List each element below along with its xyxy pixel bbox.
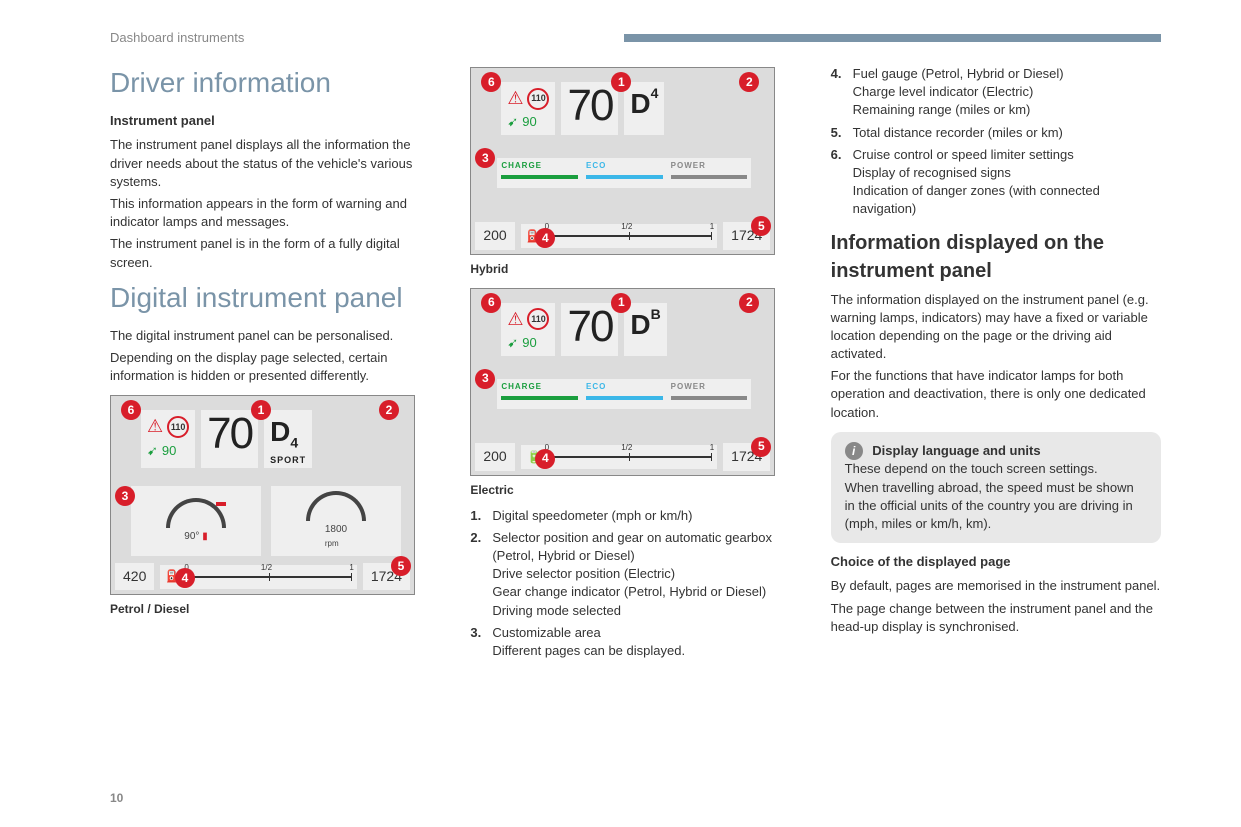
speed-sign-icon: 110 [527,308,549,330]
warning-box: ⚠110 ➹90 [501,82,555,135]
legend-item-4: Fuel gauge (Petrol, Hybrid or Diesel) Ch… [831,65,1161,120]
note-line: These depend on the touch screen setting… [845,461,1098,476]
para: The page change between the instrument p… [831,600,1161,636]
heading-driver-info: Driver information [110,63,440,102]
range-value: 200 [475,222,514,250]
power-bar: CHARGE ECO POWER [497,379,751,409]
column-1: Driver information Instrument panel The … [110,57,440,668]
warning-box: ⚠110 ➹90 [141,410,195,468]
bottom-row: 200🔋 0 1/2 11724 [475,443,770,471]
callout-2: 2 [379,400,399,420]
column-3: Fuel gauge (Petrol, Hybrid or Diesel) Ch… [831,57,1161,668]
page-number: 10 [110,791,123,805]
para: For the functions that have indicator la… [831,367,1161,422]
figure-petrol-diesel: 123456⚠110 ➹9070D4SPORT90° ▮ 1800rpm420⛽… [110,395,415,595]
callout-1: 1 [611,293,631,313]
speed-display: 70 [561,82,618,135]
warning-triangle-icon: ⚠ [507,86,523,111]
para: The digital instrument panel can be pers… [110,327,440,345]
speed-display: 70 [561,303,618,356]
legend-item-5: Total distance recorder (miles or km) [831,124,1161,142]
warning-triangle-icon: ⚠ [147,414,163,439]
page-header: Dashboard instruments [110,30,1161,45]
cruise-value: 90 [522,334,536,352]
note-title: Display language and units [872,443,1040,458]
info-note: i Display language and units These depen… [831,432,1161,543]
speed-sign-icon: 110 [167,416,189,438]
gear-display: D4 [624,82,664,135]
legend-4-6: Fuel gauge (Petrol, Hybrid or Diesel) Ch… [831,65,1161,219]
range-value: 420 [115,563,154,591]
figure-electric: 123456⚠110 ➹9070DBCHARGE ECO POWER200🔋 0… [470,288,775,476]
callout-2: 2 [739,72,759,92]
note-line: When travelling abroad, the speed must b… [845,480,1134,531]
bottom-row: 200⛽ 0 1/2 11724 [475,222,770,250]
power-bar: CHARGE ECO POWER [497,158,751,188]
legend-item-6: Cruise control or speed limiter settings… [831,146,1161,219]
speed-sign-icon: 110 [527,88,549,110]
cruise-value: 90 [162,442,176,460]
para: This information appears in the form of … [110,195,440,231]
callout-6: 6 [481,293,501,313]
heading-info-displayed: Information displayed on the instrument … [831,229,1161,285]
callout-3: 3 [475,369,495,389]
coolant-gauge: 90° ▮ [131,486,261,556]
legend-item-3: Customizable area Different pages can be… [470,624,800,660]
callout-4: 4 [535,449,555,469]
callout-5: 5 [751,437,771,457]
bottom-row: 420⛽ 0 1/2 11724 [115,563,410,591]
callout-2: 2 [739,293,759,313]
callout-6: 6 [121,400,141,420]
gear-display: DB [624,303,666,356]
cruise-icon: ➹ [147,442,158,460]
range-value: 200 [475,443,514,471]
para: The instrument panel is in the form of a… [110,235,440,271]
cruise-value: 90 [522,113,536,131]
caption-electric: Electric [470,482,800,499]
info-icon: i [845,442,863,460]
header-accent-bar [624,34,1161,42]
rpm-gauge: 1800rpm [271,486,401,556]
warning-box: ⚠110 ➹90 [501,303,555,356]
para: By default, pages are memorised in the i… [831,577,1161,595]
speed-display: 70 [201,410,258,468]
legend-item-2: Selector position and gear on automatic … [470,529,800,620]
heading-choice-page: Choice of the displayed page [831,553,1161,571]
heading-digital-panel: Digital instrument panel [110,278,440,317]
cruise-icon: ➹ [507,334,518,352]
figure-hybrid: 123456⚠110 ➹9070D4CHARGE ECO POWER200⛽ 0… [470,67,775,255]
para: Depending on the display page selected, … [110,349,440,385]
gear-display: D4SPORT [264,410,312,468]
para: The information displayed on the instrum… [831,291,1161,364]
caption-petrol: Petrol / Diesel [110,601,440,618]
heading-instrument-panel: Instrument panel [110,112,440,130]
callout-3: 3 [475,148,495,168]
legend-1-3: Digital speedometer (mph or km/h) Select… [470,507,800,661]
callout-6: 6 [481,72,501,92]
legend-item-1: Digital speedometer (mph or km/h) [470,507,800,525]
warning-triangle-icon: ⚠ [507,307,523,332]
cruise-icon: ➹ [507,113,518,131]
column-2: 123456⚠110 ➹9070D4CHARGE ECO POWER200⛽ 0… [470,57,800,668]
section-title: Dashboard instruments [110,30,244,45]
caption-hybrid: Hybrid [470,261,800,278]
para: The instrument panel displays all the in… [110,136,440,191]
